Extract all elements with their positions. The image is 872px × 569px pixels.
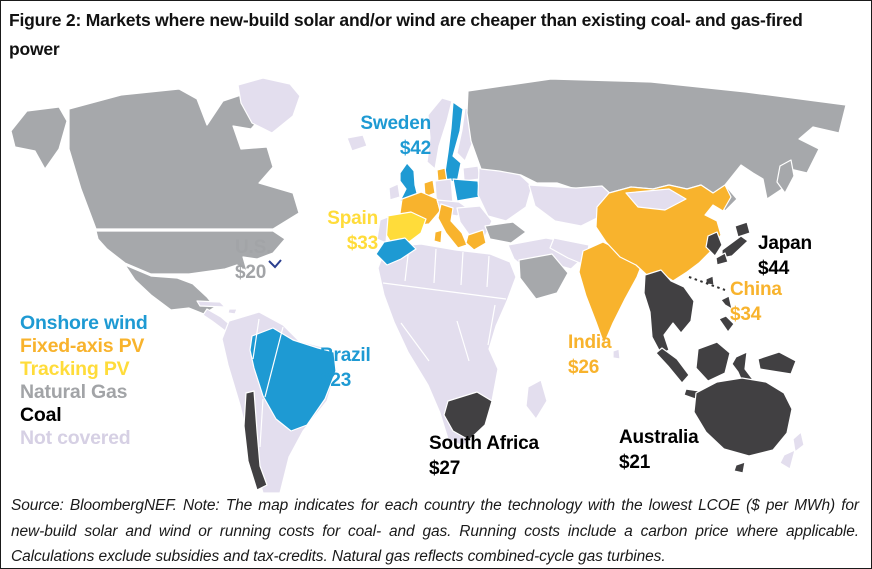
label-brazil: Brazil $23 (320, 343, 371, 393)
label-south-africa-value: $27 (429, 458, 461, 479)
country-russia (466, 78, 847, 212)
label-us-value: $20 (235, 262, 267, 283)
label-spain-name: Spain (327, 208, 378, 229)
island-philippines-north (720, 295, 733, 310)
figure-title-line1: Figure 2: Markets where new-build solar … (9, 10, 803, 30)
country-australia (693, 377, 793, 457)
label-japan: Japan $44 (758, 231, 812, 281)
label-japan-value: $44 (758, 258, 790, 279)
label-australia-name: Australia (619, 427, 699, 448)
legend-item-onshore-wind: Onshore wind (20, 312, 148, 334)
label-india: India $26 (568, 330, 612, 380)
region-southeast-asia (643, 269, 695, 355)
label-south-africa-name: South Africa (429, 433, 539, 454)
border-south-america-internal (252, 318, 284, 448)
country-saudi-arabia (518, 253, 569, 300)
label-brazil-name: Brazil (320, 345, 371, 366)
legend-item-tracking-pv: Tracking PV (20, 358, 130, 380)
island-new-zealand-south (779, 449, 796, 470)
label-us-name: U.S. (235, 237, 272, 258)
region-baltics (462, 165, 481, 182)
island-sumatra (655, 347, 690, 384)
label-india-value: $26 (568, 357, 600, 378)
country-portugal (376, 216, 389, 244)
country-south-korea (705, 231, 723, 257)
border-africa-internal (382, 246, 507, 362)
country-chile (243, 390, 268, 491)
legend-item-coal: Coal (20, 404, 62, 426)
label-china-name: China (730, 279, 782, 300)
label-sweden-value: $42 (399, 138, 431, 159)
country-norway (426, 97, 453, 170)
legend-item-not-covered: Not covered (20, 427, 131, 449)
island-sakhalin (776, 159, 795, 194)
country-greenland (237, 77, 301, 134)
island-sri-lanka (612, 348, 621, 360)
label-spain-value: $33 (346, 233, 378, 254)
island-borneo (695, 341, 731, 382)
map-legend: Onshore wind Fixed-axis PV Tracking PV N… (20, 312, 148, 450)
country-canada (68, 88, 300, 230)
country-netherlands (423, 179, 436, 198)
label-india-name: India (568, 332, 612, 353)
country-ireland (388, 183, 401, 201)
country-china (595, 184, 732, 282)
island-new-guinea (757, 351, 797, 375)
country-poland (452, 178, 481, 202)
label-australia-value: $21 (619, 452, 651, 473)
region-pakistan-afghanistan (549, 237, 590, 266)
figure-title: Figure 2: Markets where new-build solar … (9, 6, 865, 64)
label-sweden-name: Sweden (360, 113, 431, 134)
country-turkey (484, 221, 527, 244)
island-sardinia (433, 229, 443, 244)
world-map-svg (10, 77, 847, 493)
country-south-africa (443, 391, 493, 441)
label-spain: Spain $33 (301, 206, 378, 256)
country-italy (437, 203, 468, 249)
label-us: U.S. $20 (235, 235, 271, 285)
legend-item-natural-gas: Natural Gas (20, 381, 128, 403)
island-madagascar (525, 379, 548, 420)
label-china: China $34 (730, 277, 782, 327)
china-leader-line (688, 276, 726, 291)
country-alaska (10, 106, 68, 170)
island-philippines-south (718, 315, 735, 333)
island-hispaniola (227, 308, 238, 315)
label-japan-name: Japan (758, 233, 812, 254)
country-united-states (95, 230, 286, 275)
label-china-value: $34 (730, 304, 762, 325)
figure-title-line2: power (9, 39, 60, 59)
source-note: Source: BloombergNEF. Note: The map indi… (11, 497, 859, 565)
label-brazil-value: $23 (320, 370, 352, 391)
island-japan-hokkaido (734, 221, 751, 238)
us-map-tick (268, 259, 282, 269)
island-cuba (196, 300, 226, 308)
country-greece (465, 229, 487, 251)
world-map: Onshore wind Fixed-axis PV Tracking PV N… (1, 69, 871, 493)
label-sweden: Sweden $42 (351, 111, 431, 161)
country-iceland (346, 134, 368, 152)
country-brazil (249, 327, 337, 432)
legend-item-fixed-axis-pv: Fixed-axis PV (20, 335, 145, 357)
island-new-zealand-north (792, 431, 805, 453)
label-south-africa: South Africa $27 (429, 431, 539, 481)
country-morocco (375, 237, 417, 266)
island-tasmania (733, 461, 746, 474)
country-mongolia (625, 188, 687, 211)
country-sweden (443, 101, 464, 184)
label-australia: Australia $21 (619, 425, 699, 475)
island-japan-kyushu (715, 252, 729, 266)
